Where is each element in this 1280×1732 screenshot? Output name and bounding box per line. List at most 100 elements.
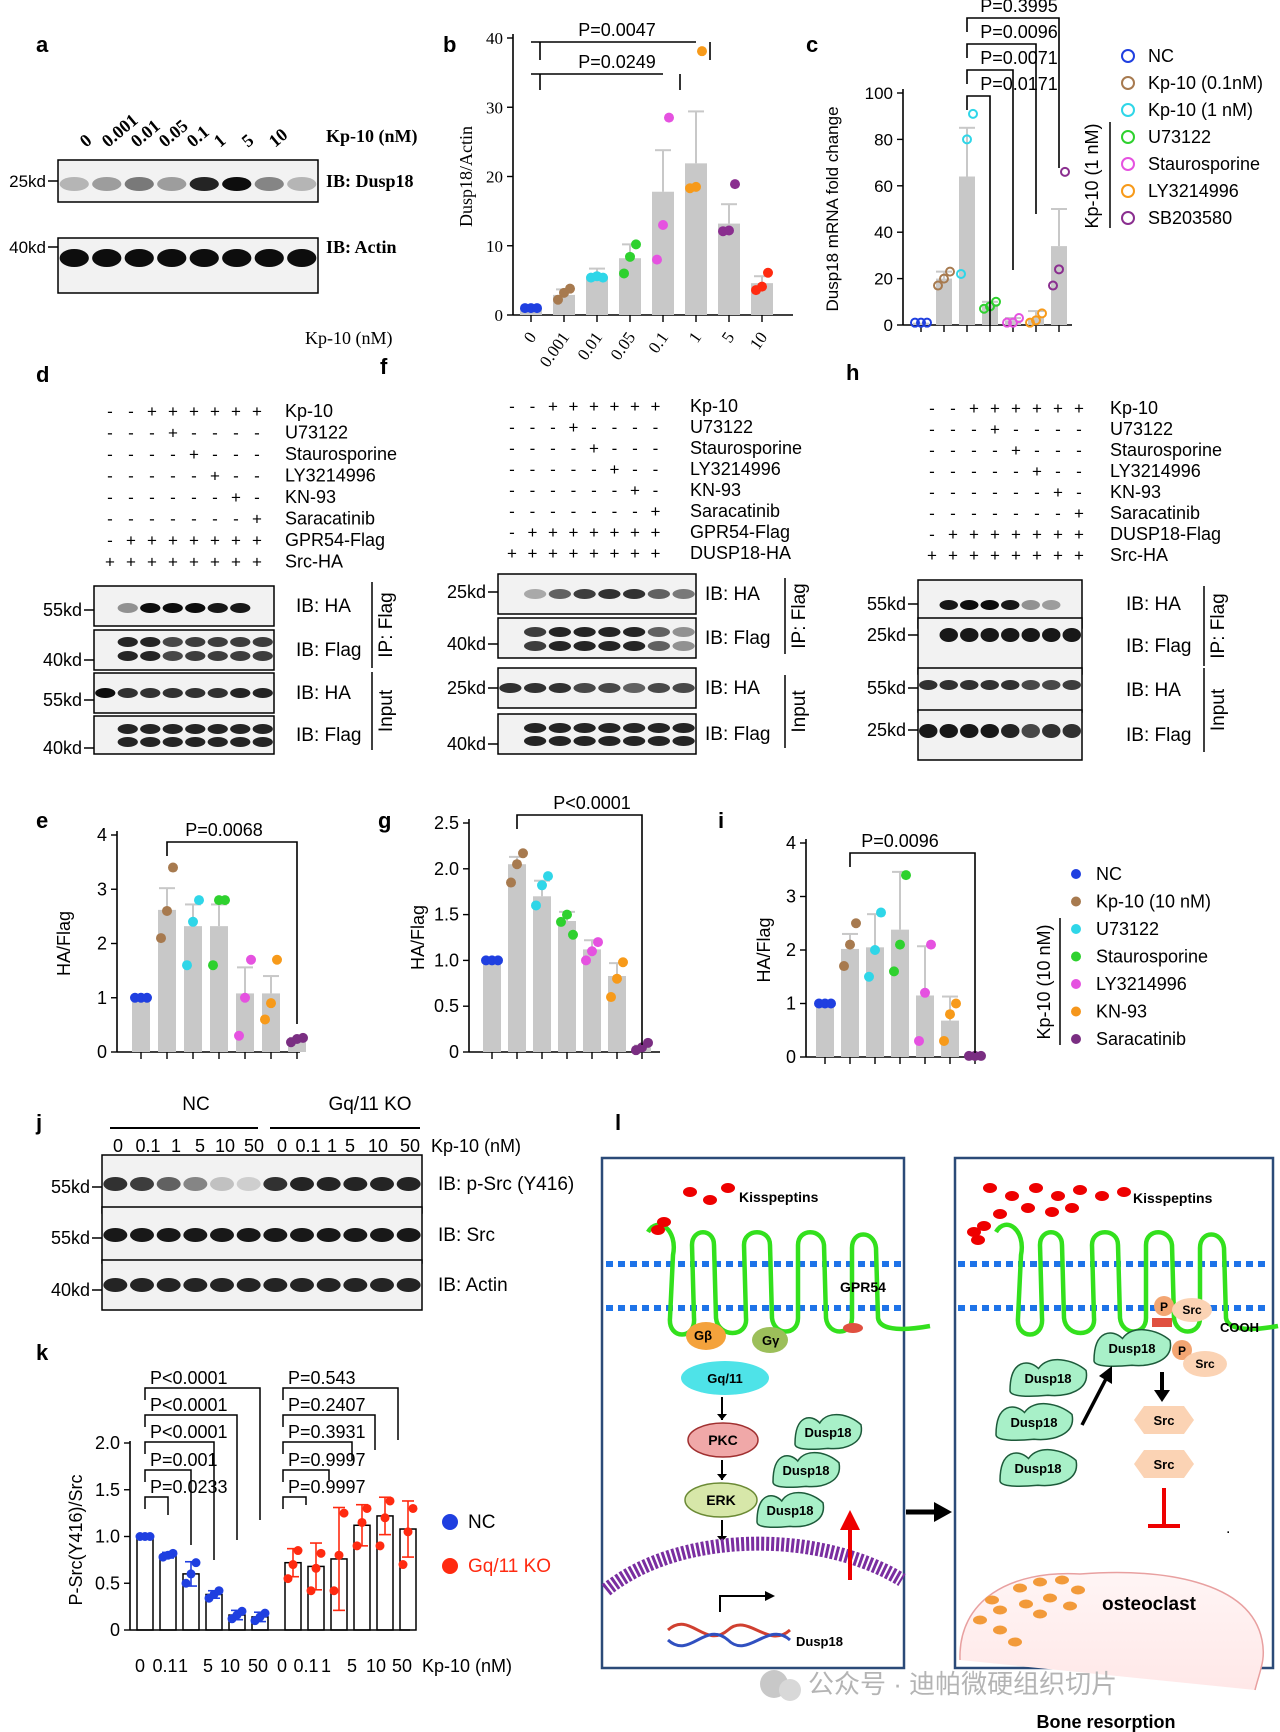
treatment-sign: - bbox=[653, 439, 659, 458]
blot-band bbox=[140, 637, 161, 647]
blot-band bbox=[230, 737, 251, 747]
conc-label: 50 bbox=[400, 1136, 420, 1156]
treatment-label: DUSP18-Flag bbox=[1110, 524, 1221, 544]
treatment-sign: + bbox=[630, 481, 640, 500]
treatment-label: Saracatinib bbox=[285, 509, 375, 529]
treatment-sign: - bbox=[170, 445, 176, 464]
blot-band bbox=[396, 1177, 421, 1191]
blot-band bbox=[162, 737, 183, 747]
bar bbox=[936, 278, 952, 325]
x-tick-label: 5 bbox=[203, 1656, 213, 1676]
p-value-label: P=0.3931 bbox=[288, 1422, 366, 1442]
group-label: Input bbox=[1208, 688, 1229, 731]
y-tick-label: 1.5 bbox=[95, 1480, 120, 1500]
blot-band bbox=[523, 683, 547, 693]
y-tick-label: 2.0 bbox=[434, 859, 459, 879]
erk-label: ERK bbox=[706, 1492, 736, 1508]
src-small-shape bbox=[1172, 1298, 1212, 1322]
treatment-sign: - bbox=[992, 441, 998, 460]
treatment-sign: - bbox=[149, 467, 155, 486]
treatment-sign: + bbox=[589, 397, 599, 416]
blot-band bbox=[523, 723, 547, 733]
bar bbox=[158, 909, 176, 1052]
treatment-sign: - bbox=[128, 510, 134, 529]
data-point bbox=[352, 1541, 362, 1551]
treatment-sign: + bbox=[651, 523, 661, 542]
significance-bracket bbox=[966, 69, 1014, 270]
data-point bbox=[664, 112, 674, 123]
treatment-sign: - bbox=[550, 460, 556, 479]
treatment-sign: + bbox=[528, 523, 538, 542]
data-point bbox=[403, 1527, 413, 1537]
y-tick-label: 2 bbox=[97, 934, 107, 954]
treatment-sign: - bbox=[149, 424, 155, 443]
legend-label: U73122 bbox=[1096, 919, 1159, 939]
gbeta-label: Gβ bbox=[694, 1328, 712, 1343]
blot-band bbox=[230, 603, 251, 613]
bar bbox=[941, 1020, 959, 1057]
osteoclast-granule bbox=[1043, 1593, 1057, 1603]
bar bbox=[483, 960, 501, 1052]
treatment-sign: - bbox=[1055, 504, 1061, 523]
blot-band bbox=[672, 723, 695, 733]
blot-band bbox=[156, 1177, 181, 1191]
treatment-sign: - bbox=[992, 483, 998, 502]
bar bbox=[959, 176, 975, 325]
conc-label: 0 bbox=[277, 1136, 287, 1156]
erk-shape bbox=[684, 1482, 758, 1518]
conc-label: 1 bbox=[210, 130, 230, 151]
blot-band bbox=[573, 736, 596, 746]
blot-band bbox=[156, 1278, 181, 1292]
treatment-sign: - bbox=[254, 445, 260, 464]
p-value-label: P=0.543 bbox=[288, 1368, 356, 1388]
gpr54-receptor bbox=[994, 1222, 1279, 1337]
treatment-sign: - bbox=[632, 502, 638, 521]
p-value-label: P=0.0071 bbox=[980, 48, 1058, 68]
y-tick-label: 0.5 bbox=[434, 996, 459, 1016]
treatment-sign: - bbox=[233, 467, 239, 486]
y-tick-label: 20 bbox=[486, 168, 503, 187]
dusp18-gene-label: Dusp18 bbox=[796, 1634, 843, 1649]
x-tick-label: 50 bbox=[248, 1656, 268, 1676]
src-box bbox=[1134, 1406, 1194, 1434]
legend-label: LY3214996 bbox=[1096, 974, 1187, 994]
ggamma-label: Gγ bbox=[762, 1333, 780, 1348]
data-point bbox=[162, 905, 172, 916]
data-point bbox=[889, 966, 899, 977]
blot-band bbox=[622, 589, 646, 599]
blot-band bbox=[95, 688, 116, 698]
treatment-sign: - bbox=[550, 502, 556, 521]
treatment-sign: - bbox=[128, 402, 134, 421]
blot-band bbox=[185, 737, 206, 747]
treatment-sign: - bbox=[591, 460, 597, 479]
data-point bbox=[298, 1032, 308, 1043]
data-point bbox=[979, 303, 989, 314]
phospho-label: P bbox=[1178, 1344, 1186, 1358]
conc-label: 0.1 bbox=[135, 1136, 160, 1156]
treatment-sign: - bbox=[107, 510, 113, 529]
bar bbox=[866, 947, 884, 1057]
blot-band bbox=[252, 637, 273, 647]
blot-band bbox=[263, 1177, 288, 1191]
treatment-sign: + bbox=[569, 523, 579, 542]
data-point bbox=[1002, 317, 1012, 328]
osteoclast-granule bbox=[1055, 1575, 1069, 1585]
data-point bbox=[357, 1517, 367, 1527]
bar bbox=[913, 322, 929, 325]
kisspeptin-dot bbox=[1029, 1183, 1043, 1193]
treatment-sign: + bbox=[252, 510, 262, 529]
treatment-sign: - bbox=[530, 397, 536, 416]
blot-band bbox=[162, 603, 183, 613]
arrow-head bbox=[765, 1591, 775, 1601]
panel-letter-j: j bbox=[35, 1110, 42, 1135]
conc-label: 0 bbox=[113, 1136, 123, 1156]
dusp18-label: Dusp18 bbox=[1015, 1461, 1062, 1476]
arrow-head bbox=[717, 1474, 727, 1480]
blot-band bbox=[343, 1278, 368, 1292]
treatment-sign: + bbox=[990, 525, 1000, 544]
blot-strip bbox=[93, 585, 275, 627]
y-tick-label: 4 bbox=[786, 833, 796, 853]
blot-band bbox=[117, 688, 138, 698]
blot-band bbox=[622, 641, 646, 651]
blot-band bbox=[236, 1177, 261, 1191]
